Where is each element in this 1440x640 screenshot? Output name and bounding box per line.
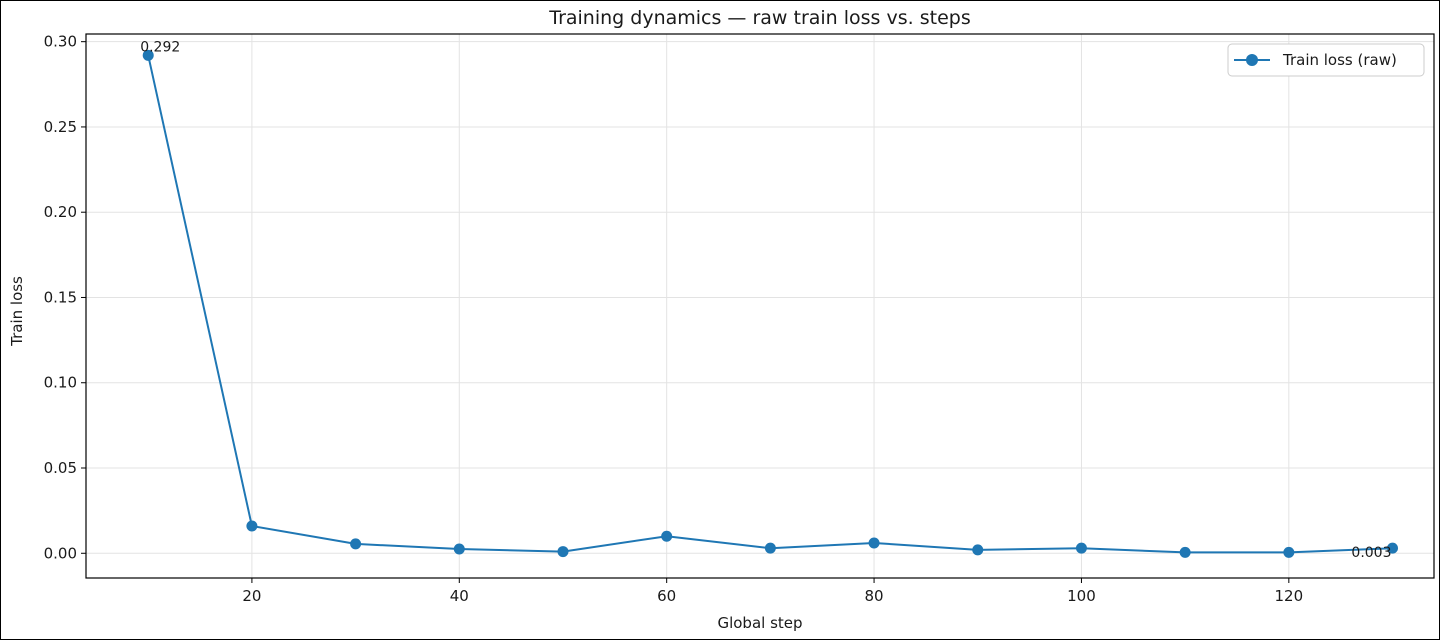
data-point <box>972 544 984 556</box>
data-point <box>557 546 569 558</box>
x-tick-label: 80 <box>865 587 884 605</box>
series-layer <box>142 49 1399 558</box>
data-point <box>868 537 880 549</box>
data-annotation: 0.003 <box>1351 545 1391 561</box>
chart-title: Training dynamics — raw train loss vs. s… <box>548 7 970 29</box>
axis-ticks: 20 40 60 80 100 120 0.00 0.05 0.10 0.15 0.20 0.25 0.… <box>44 33 1304 605</box>
y-tick-label: 0.10 <box>44 374 77 392</box>
data-point <box>1075 542 1087 554</box>
data-point <box>246 520 258 532</box>
y-tick-label: 0.05 <box>44 459 77 477</box>
y-axis-label: Train loss <box>8 276 26 347</box>
series-line <box>147 55 1393 554</box>
legend-box <box>1227 43 1425 77</box>
data-point <box>453 543 465 555</box>
legend: Train loss (raw) <box>1227 43 1425 77</box>
y-tick-label: 0.25 <box>44 118 77 136</box>
y-tick-label: 0.30 <box>44 33 77 51</box>
data-annotation: 0.292 <box>140 39 180 55</box>
x-tick-label: 120 <box>1275 587 1304 605</box>
data-point <box>661 530 673 542</box>
x-tick-label: 40 <box>450 587 469 605</box>
x-tick-label: 60 <box>657 587 676 605</box>
annotations: 0.292 0.003 <box>140 39 1391 561</box>
y-tick-label: 0.00 <box>44 544 77 562</box>
y-tick-label: 0.15 <box>44 288 77 306</box>
x-tick-label: 100 <box>1067 587 1096 605</box>
legend-marker <box>1246 54 1258 66</box>
data-point <box>764 542 776 554</box>
y-tick-label: 0.20 <box>44 203 77 221</box>
legend-label: Train loss (raw) <box>1282 51 1397 69</box>
data-point <box>1283 546 1295 558</box>
data-point <box>350 538 362 550</box>
plot-area <box>85 33 1435 579</box>
data-point <box>142 49 154 61</box>
data-point <box>1179 546 1191 558</box>
grid-lines <box>86 34 1434 578</box>
x-tick-label: 20 <box>242 587 261 605</box>
x-axis-label: Global step <box>717 614 802 632</box>
data-point <box>1387 542 1399 554</box>
